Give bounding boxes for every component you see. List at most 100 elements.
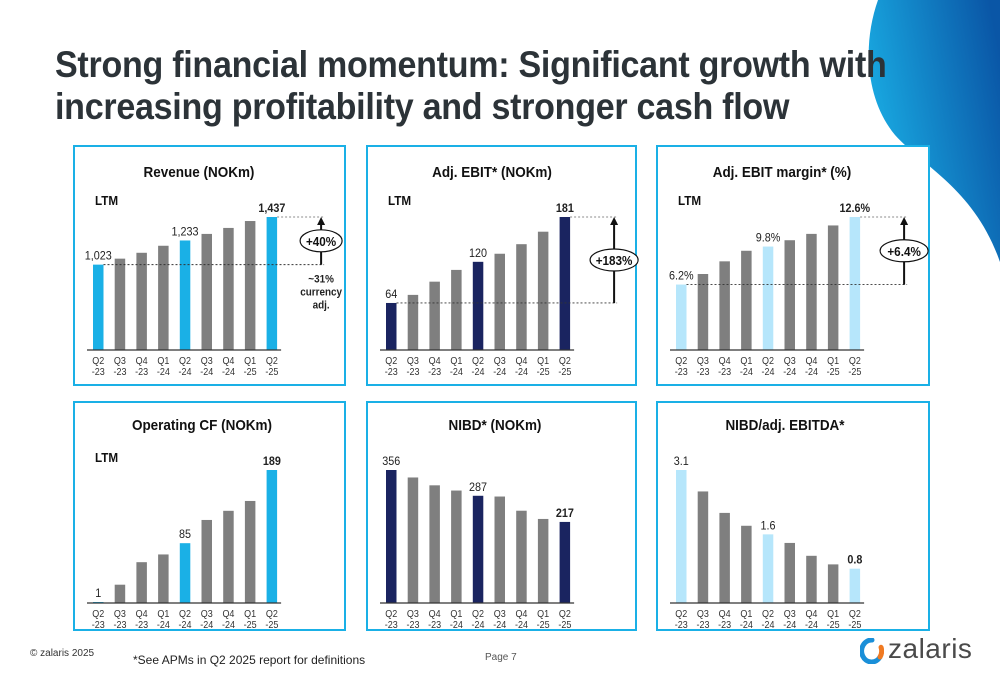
x-tick-label: Q1 (244, 356, 256, 368)
data-label: 6.2% (669, 270, 694, 283)
x-tick-label: -25 (848, 367, 861, 379)
x-tick-label: Q3 (407, 609, 419, 621)
bar-revenue-2 (136, 252, 147, 350)
x-tick-label: -24 (740, 367, 753, 379)
panel-revenue: Revenue (NOKm) LTM 1,023 Q2 -23 Q3 -23 Q4 -23 Q1-… (73, 145, 346, 386)
x-tick-label: Q4 (222, 609, 234, 621)
data-label: 12.6% (840, 203, 871, 216)
bar-operating-cf-8 (266, 470, 278, 603)
x-tick-label: -24 (493, 367, 506, 379)
data-label: 85 (179, 529, 191, 542)
x-tick-label: -24 (200, 367, 213, 379)
panel-operating-cf: Operating CF (NOKm) LTM 1 Q2 -23 Q3 -23 Q4 -23 Q1… (73, 401, 346, 631)
panel-adj-ebit: Adj. EBIT* (NOKm) LTM 64 Q2 -23 Q3 -23 Q4 -23 Q1-… (366, 145, 639, 386)
x-tick-label: Q1 (157, 609, 169, 621)
x-tick-label: -24 (472, 620, 485, 632)
x-tick-label: Q1 (537, 356, 549, 368)
bar-adj-ebit-margin-5 (784, 240, 795, 350)
x-tick-label: Q2 (559, 356, 571, 368)
bar-adj-ebit-6 (516, 244, 527, 350)
x-tick-label: -24 (222, 367, 235, 379)
panel-nibd-ebitda: NIBD/adj. EBITDA* 3.1 Q2 -23 Q3 -23 Q4 -23 Q1 -24… (656, 401, 930, 631)
bar-adj-ebit-0 (386, 302, 397, 350)
x-tick-label: -23 (675, 367, 688, 379)
x-tick-label: -24 (450, 367, 463, 379)
x-tick-label: -25 (848, 620, 861, 632)
ltm-label: LTM (678, 193, 701, 208)
data-label: 1,437 (258, 203, 285, 216)
x-tick-label: -24 (783, 620, 796, 632)
x-tick-label: Q4 (429, 609, 441, 621)
chart-title: NIBD* (NOKm) (449, 417, 542, 434)
x-tick-label: Q1 (450, 609, 462, 621)
x-tick-label: -24 (493, 620, 506, 632)
bar-operating-cf-4 (179, 543, 191, 603)
bar-nibd-6 (516, 510, 527, 603)
ltm-label: LTM (388, 193, 411, 208)
x-tick-label: -23 (135, 367, 148, 379)
x-tick-label: Q4 (222, 356, 234, 368)
page-title: Strong financial momentum: Significant g… (55, 44, 887, 128)
ltm-label: LTM (95, 450, 118, 465)
bar-revenue-4 (179, 240, 191, 350)
x-tick-label: -25 (558, 367, 571, 379)
x-tick-label: -25 (265, 367, 278, 379)
bar-nibd-2 (429, 485, 440, 603)
bar-nibd-ebitda-7 (827, 564, 839, 603)
bar-revenue-0 (93, 264, 104, 350)
x-tick-label: Q4 (515, 356, 527, 368)
x-tick-label: -24 (805, 367, 818, 379)
growth-ellipse (299, 229, 343, 253)
data-label: 1.6 (761, 520, 776, 533)
x-tick-label: Q2 (179, 356, 191, 368)
x-tick-label: Q3 (697, 609, 709, 621)
x-tick-label: -23 (385, 367, 398, 379)
chart-adj-ebit-margin: Adj. EBIT margin* (%)LTM6.2%Q2-23Q3-23Q4… (669, 164, 929, 379)
data-label: 287 (469, 481, 487, 494)
x-tick-label: Q3 (201, 356, 213, 368)
x-tick-label: Q4 (136, 356, 148, 368)
bar-operating-cf-6 (223, 510, 234, 603)
bar-nibd-3 (451, 490, 462, 603)
x-tick-label: -23 (696, 620, 709, 632)
zalaris-swirl-logo-icon (860, 638, 884, 664)
x-tick-label: -24 (762, 367, 775, 379)
bar-adj-ebit-margin-4 (762, 246, 774, 350)
page-number: Page 7 (485, 652, 517, 663)
x-tick-label: -24 (515, 620, 528, 632)
growth-ellipse (589, 248, 639, 272)
x-tick-label: -23 (406, 367, 419, 379)
x-tick-label: Q4 (805, 609, 817, 621)
data-label: 9.8% (756, 232, 781, 245)
bar-nibd-ebitda-3 (741, 525, 752, 603)
data-label: 217 (556, 507, 574, 520)
bar-operating-cf-3 (158, 554, 169, 603)
x-tick-label: Q2 (849, 609, 861, 621)
bar-nibd-0 (386, 470, 397, 603)
data-label: 64 (385, 289, 398, 302)
chart-title: Operating CF (NOKm) (132, 417, 272, 434)
x-tick-label: -23 (428, 620, 441, 632)
data-label: 181 (556, 203, 575, 216)
x-tick-label: -24 (222, 620, 235, 632)
x-tick-label: Q2 (266, 356, 278, 368)
x-tick-label: Q2 (675, 609, 687, 621)
x-tick-label: -24 (740, 620, 753, 632)
x-tick-label: -24 (157, 367, 170, 379)
bar-nibd-5 (494, 496, 505, 603)
x-tick-label: -25 (265, 620, 278, 632)
bar-adj-ebit-5 (494, 253, 505, 350)
x-tick-label: Q2 (559, 609, 571, 621)
x-tick-label: Q3 (784, 609, 796, 621)
growth-ellipse (879, 239, 929, 263)
bar-revenue-7 (244, 221, 256, 350)
chart-nibd: NIBD* (NOKm)356Q2-23Q3-23Q4-23Q1-24287Q2… (380, 417, 575, 632)
currency-note: adj. (313, 300, 330, 312)
x-tick-label: Q2 (385, 356, 397, 368)
chart-revenue: Revenue (NOKm)LTM1,023Q2-23Q3-23Q4-23Q1-… (85, 164, 343, 379)
x-tick-label: Q1 (827, 356, 839, 368)
bar-revenue-8 (266, 217, 278, 350)
chart-nibd-ebitda: NIBD/adj. EBITDA*3.1Q2-23Q3-23Q4-23Q1-24… (670, 417, 865, 632)
x-tick-label: Q4 (805, 356, 817, 368)
x-tick-label: -24 (783, 367, 796, 379)
